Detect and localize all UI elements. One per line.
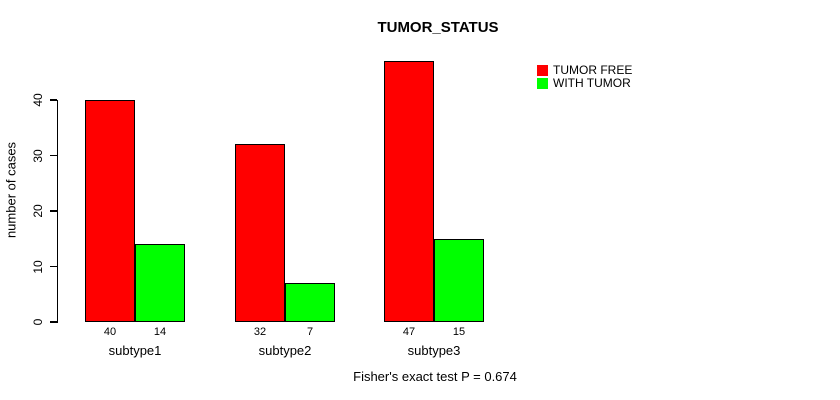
legend-swatch-icon <box>537 65 548 76</box>
category-label-subtype2: subtype2 <box>258 343 312 358</box>
chart-title: TUMOR_STATUS <box>377 19 499 36</box>
category-label-subtype3: subtype3 <box>407 343 461 358</box>
y-axis-tick <box>50 210 57 212</box>
y-axis-tick <box>50 321 57 323</box>
legend-label: TUMOR FREE <box>553 63 633 77</box>
category-label-subtype1: subtype1 <box>108 343 162 358</box>
bar-value-label: 14 <box>153 326 167 338</box>
bar-value-label: 7 <box>306 326 314 338</box>
y-axis-tick-label: 20 <box>31 204 45 218</box>
bar-tumor-free-subtype1 <box>85 100 135 322</box>
y-axis-tick <box>50 154 57 157</box>
legend-swatch-icon <box>537 78 548 89</box>
y-axis-tick-label: 30 <box>31 148 45 163</box>
y-axis-tick-label: 0 <box>31 318 45 326</box>
y-axis-tick-label: 10 <box>31 259 45 274</box>
bar-value-label: 32 <box>253 326 267 338</box>
bar-value-label: 47 <box>402 326 416 338</box>
legend-item: WITH TUMOR <box>537 77 632 90</box>
bar-with-tumor-subtype1 <box>135 244 185 322</box>
bar-value-label: 40 <box>103 326 117 338</box>
legend-label: WITH TUMOR <box>553 76 631 90</box>
y-axis-tick-label: 40 <box>31 93 45 107</box>
y-axis-line <box>57 100 59 323</box>
bar-with-tumor-subtype2 <box>285 283 335 322</box>
bar-with-tumor-subtype3 <box>434 238 484 322</box>
bar-tumor-free-subtype3 <box>384 61 434 322</box>
stat-annotation: Fisher's exact test P = 0.674 <box>353 369 517 384</box>
legend-item: TUMOR FREE <box>537 64 632 77</box>
bar-value-label: 15 <box>452 326 466 338</box>
y-axis-tick <box>50 99 57 101</box>
legend: TUMOR FREE WITH TUMOR <box>537 64 632 90</box>
bar-tumor-free-subtype2 <box>235 144 285 322</box>
y-axis-label: number of cases <box>3 141 19 239</box>
y-axis-tick <box>50 265 57 268</box>
